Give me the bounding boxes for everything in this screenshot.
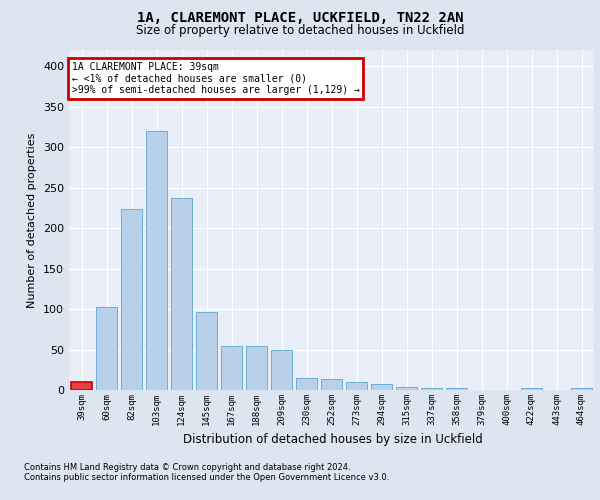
Bar <box>396 387 417 390</box>
Text: Contains HM Land Registry data © Crown copyright and database right 2024.: Contains HM Land Registry data © Crown c… <box>24 464 350 472</box>
Y-axis label: Number of detached properties: Number of detached properties <box>28 132 37 308</box>
Bar <box>421 388 442 390</box>
Text: Contains public sector information licensed under the Open Government Licence v3: Contains public sector information licen… <box>24 474 389 482</box>
Bar <box>221 346 242 390</box>
Bar <box>371 384 392 390</box>
Bar <box>171 198 192 390</box>
Bar <box>246 346 267 390</box>
Text: Distribution of detached houses by size in Uckfield: Distribution of detached houses by size … <box>183 432 483 446</box>
Bar <box>446 388 467 390</box>
Bar <box>146 131 167 390</box>
Bar <box>121 208 142 390</box>
Bar <box>71 382 92 390</box>
Text: 1A CLAREMONT PLACE: 39sqm
← <1% of detached houses are smaller (0)
>99% of semi-: 1A CLAREMONT PLACE: 39sqm ← <1% of detac… <box>71 62 359 95</box>
Bar <box>321 378 342 390</box>
Text: 1A, CLAREMONT PLACE, UCKFIELD, TN22 2AN: 1A, CLAREMONT PLACE, UCKFIELD, TN22 2AN <box>137 11 463 25</box>
Bar <box>571 388 592 390</box>
Bar <box>271 350 292 390</box>
Text: Size of property relative to detached houses in Uckfield: Size of property relative to detached ho… <box>136 24 464 37</box>
Bar <box>196 312 217 390</box>
Bar <box>346 382 367 390</box>
Bar <box>96 308 117 390</box>
Bar <box>521 388 542 390</box>
Bar <box>296 378 317 390</box>
